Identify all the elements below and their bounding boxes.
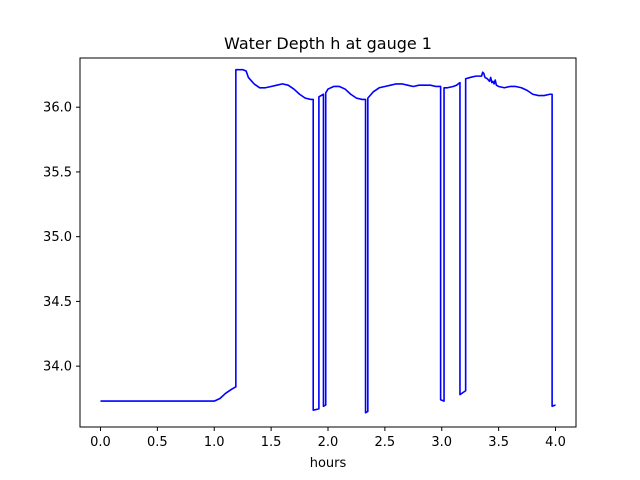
x-tick-label: 4.0 — [545, 435, 566, 450]
plot-area — [100, 68, 556, 414]
x-tick-label: 2.5 — [375, 435, 396, 450]
x-axis: 0.0 0.5 1.0 1.5 2.0 2.5 3.0 3.5 4.0 — [90, 427, 566, 450]
x-tick-label: 0.0 — [90, 435, 111, 450]
x-tick-label: 1.0 — [204, 435, 225, 450]
y-tick-label: 34.5 — [43, 295, 72, 310]
x-tick-label: 2.0 — [318, 435, 339, 450]
y-tick-label: 35.0 — [43, 230, 72, 245]
x-tick-label: 3.5 — [488, 435, 509, 450]
y-tick-label: 35.5 — [43, 165, 72, 180]
x-axis-label: hours — [310, 456, 347, 471]
x-tick-label: 1.5 — [261, 435, 282, 450]
x-tick-label: 0.5 — [147, 435, 168, 450]
x-tick-label: 3.0 — [431, 435, 452, 450]
chart-title: Water Depth h at gauge 1 — [224, 34, 432, 53]
plot-frame — [79, 57, 577, 428]
series-line-1 — [100, 68, 556, 414]
y-axis: 34.0 34.5 35.0 35.5 36.0 — [43, 101, 80, 375]
y-tick-label: 34.0 — [43, 360, 72, 375]
y-tick-label: 36.0 — [43, 101, 72, 116]
